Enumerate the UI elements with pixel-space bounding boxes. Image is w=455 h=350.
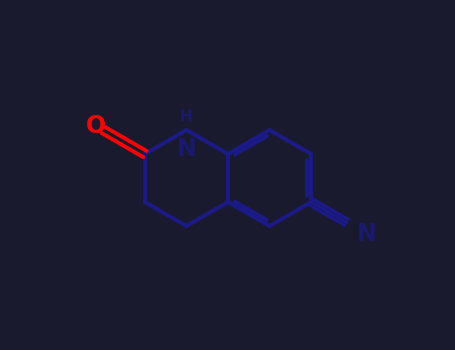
Text: H: H	[180, 109, 193, 124]
Text: N: N	[357, 222, 376, 246]
Text: N: N	[177, 137, 196, 161]
Text: O: O	[86, 114, 106, 138]
